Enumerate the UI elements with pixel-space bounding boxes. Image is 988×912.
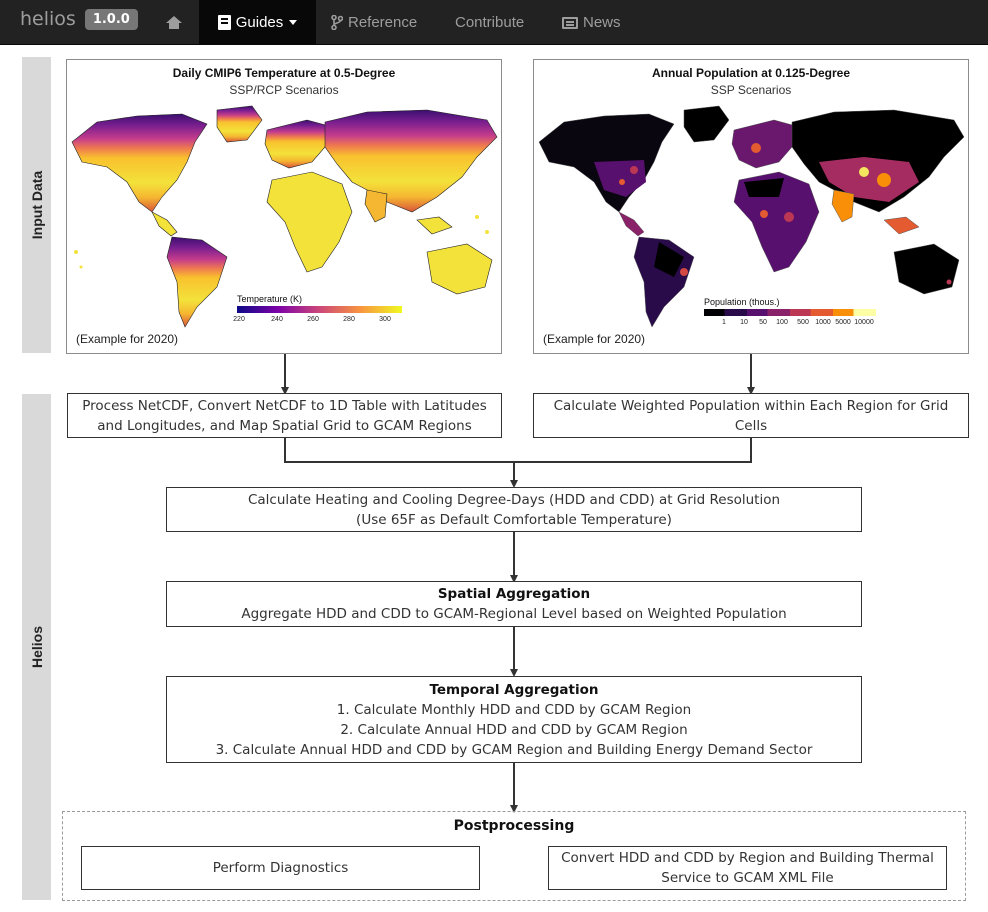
nav-home[interactable] [150,0,197,45]
degree-days-line1: Calculate Heating and Cooling Degree-Day… [247,491,781,508]
home-icon [165,16,182,29]
nav-reference[interactable]: Reference [331,0,417,45]
nav-contribute[interactable]: Contribute [455,0,524,45]
temporal-aggregation-title: Temporal Aggregation [429,681,599,698]
population-tick: 1000 [815,319,831,326]
population-world-map [538,105,965,328]
convert-xml-box: Convert HDD and CDD by Region and Buildi… [548,846,947,890]
temperature-colorbar [237,306,402,313]
population-tick: 5000 [835,319,851,326]
version-badge: 1.0.0 [84,8,138,30]
newspaper-icon [562,16,578,29]
process-netcdf-text: Process NetCDF, Convert NetCDF to 1D Tab… [82,397,487,434]
caret-down-icon [289,20,298,25]
spatial-aggregation-title: Spatial Aggregation [437,586,591,602]
population-legend-ticks: 1 10 50 100 500 1000 5000 10000 [704,319,876,331]
population-map-panel: Annual Population at 0.125-Degree SSP Sc… [533,59,969,354]
nav-news[interactable]: News [562,0,621,45]
temperature-tick: 240 [271,316,283,323]
temperature-tick: 300 [379,316,391,323]
degree-days-line2: (Use 65F as Default Comfortable Temperat… [356,511,672,528]
convert-xml-text: Convert HDD and CDD by Region and Buildi… [561,850,934,886]
postprocessing-title: Postprocessing [453,818,575,834]
spatial-aggregation-box: Spatial Aggregation Aggregate HDD and CD… [166,581,862,627]
degree-days-box: Calculate Heating and Cooling Degree-Day… [166,487,862,532]
population-tick: 500 [797,319,809,326]
population-legend: Population (thous.) 1 10 50 100 500 1000… [704,297,876,331]
population-map-note: (Example for 2020) [543,332,646,346]
merge-line [284,438,752,463]
temperature-map-subtitle: SSP/RCP Scenarios [229,83,339,97]
population-tick: 50 [759,319,767,326]
temporal-step: 3. Calculate Annual HDD and CDD by GCAM … [215,741,813,758]
population-legend-title: Population (thous.) [704,297,780,307]
temporal-aggregation-box: Temporal Aggregation 1. Calculate Monthl… [166,676,862,763]
population-colorbar [704,309,876,316]
temperature-legend: Temperature (K) 220 240 260 280 300 [233,294,402,328]
diagnostics-box: Perform Diagnostics [81,846,480,890]
top-navbar: helios 1.0.0 Guides Reference Contribute… [0,0,988,45]
nav-news-label: News [583,14,621,31]
population-tick: 100 [776,319,788,326]
population-map-title: Annual Population at 0.125-Degree [651,66,851,80]
brand-name[interactable]: helios [20,8,76,30]
nav-reference-label: Reference [348,14,418,31]
process-netcdf-box: Process NetCDF, Convert NetCDF to 1D Tab… [67,393,502,438]
helios-section-bar: Helios [22,394,51,900]
weighted-population-text: Calculate Weighted Population within Eac… [553,397,949,434]
temperature-legend-ticks: 220 240 260 280 300 [233,316,402,328]
book-icon [217,15,231,30]
temporal-step: 2. Calculate Annual HDD and CDD by GCAM … [340,721,688,738]
population-tick: 10 [740,319,748,326]
temporal-step: 1. Calculate Monthly HDD and CDD by GCAM… [336,701,692,718]
diagnostics-text: Perform Diagnostics [212,860,349,876]
temperature-map-title: Daily CMIP6 Temperature at 0.5-Degree [172,66,396,80]
temperature-map-note: (Example for 2020) [76,332,179,346]
temperature-tick: 220 [233,316,245,323]
temperature-tick: 260 [307,316,319,323]
nav-contribute-label: Contribute [455,14,525,31]
nav-guides-label: Guides [235,14,284,31]
weighted-population-box: Calculate Weighted Population within Eac… [533,393,969,438]
postprocessing-container: Postprocessing [62,811,966,901]
code-fork-icon [331,15,343,30]
spatial-aggregation-text: Aggregate HDD and CDD to GCAM-Regional L… [241,606,787,622]
temperature-world-map [71,105,498,328]
brand[interactable]: helios 1.0.0 [20,6,138,32]
population-tick: 1 [722,319,726,326]
temperature-map-panel: Daily CMIP6 Temperature at 0.5-Degree SS… [66,59,502,354]
population-map-subtitle: SSP Scenarios [710,83,792,97]
nav-guides[interactable]: Guides [199,0,316,45]
temperature-tick: 280 [343,316,355,323]
input-data-section-bar: Input Data [22,57,51,353]
population-tick: 10000 [854,319,874,326]
temperature-legend-title: Temperature (K) [237,294,303,304]
